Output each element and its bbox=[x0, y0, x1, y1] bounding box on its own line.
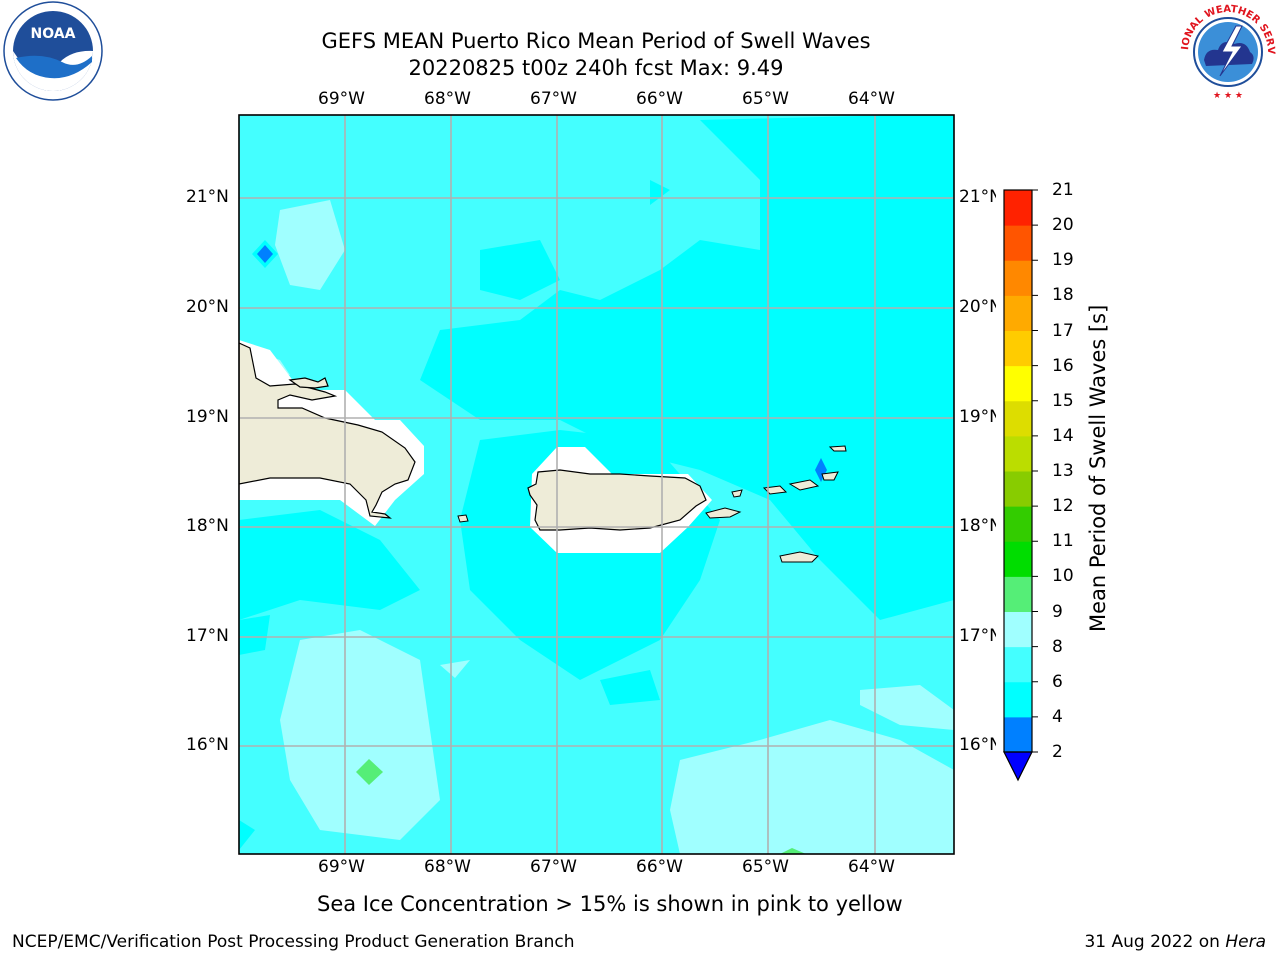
noaa-logo: NOAA bbox=[3, 1, 103, 101]
svg-text:★ ★ ★: ★ ★ ★ bbox=[1213, 91, 1243, 101]
colorbar-segment bbox=[1004, 541, 1032, 577]
colorbar-tick-label: 16 bbox=[1052, 355, 1074, 376]
colorbar-bar bbox=[996, 180, 1040, 790]
lat-tick-left: 20°N bbox=[186, 297, 229, 317]
colorbar-segment bbox=[1004, 365, 1032, 402]
footer-host: Hera bbox=[1225, 932, 1266, 952]
colorbar-tick-label: 12 bbox=[1052, 496, 1074, 517]
lat-tick-right: 17°N bbox=[959, 626, 1002, 646]
swell-period-field bbox=[239, 115, 954, 854]
colorbar-tick-label: 2 bbox=[1052, 742, 1063, 762]
lat-tick-left: 17°N bbox=[186, 626, 229, 646]
map-frame bbox=[238, 114, 955, 855]
colorbar-segment bbox=[1004, 611, 1032, 648]
lat-tick-left: 19°N bbox=[186, 407, 229, 427]
lon-tick-bottom: 66°W bbox=[636, 857, 683, 877]
footer-credit: NCEP/EMC/Verification Post Processing Pr… bbox=[12, 932, 575, 952]
lat-tick-right: 16°N bbox=[959, 735, 1002, 755]
colorbar-tick-label: 6 bbox=[1052, 671, 1063, 692]
chart-subtitle-run: 20220825 t00z 240h fcst Max: 9.49 bbox=[408, 56, 784, 80]
lon-tick-top: 64°W bbox=[848, 89, 895, 109]
colorbar-tick-label: 4 bbox=[1052, 706, 1063, 727]
lon-tick-top: 67°W bbox=[530, 89, 577, 109]
lon-tick-top: 66°W bbox=[636, 89, 683, 109]
lon-tick-bottom: 68°W bbox=[424, 857, 471, 877]
sea-ice-note: Sea Ice Concentration > 15% is shown in … bbox=[317, 892, 903, 916]
colorbar-segment bbox=[1004, 471, 1032, 507]
colorbar-tick-label: 9 bbox=[1052, 601, 1063, 622]
colorbar-segment bbox=[1004, 225, 1032, 261]
colorbar-segment bbox=[1004, 260, 1032, 296]
lon-tick-top: 68°W bbox=[424, 89, 471, 109]
lat-tick-left: 21°N bbox=[186, 187, 229, 207]
colorbar-tick-label: 19 bbox=[1052, 250, 1074, 271]
colorbar-segment bbox=[1004, 435, 1032, 472]
lon-tick-bottom: 64°W bbox=[848, 857, 895, 877]
chart-title: GEFS MEAN Puerto Rico Mean Period of Swe… bbox=[321, 29, 871, 53]
lon-tick-bottom: 69°W bbox=[318, 857, 365, 877]
lat-tick-right: 19°N bbox=[959, 407, 1002, 427]
colorbar-tick-label: 14 bbox=[1052, 425, 1074, 446]
colorbar-tick-label: 13 bbox=[1052, 461, 1074, 481]
colorbar-segment bbox=[1004, 190, 1032, 226]
lon-tick-top: 65°W bbox=[742, 89, 789, 109]
colorbar-tick-label: 21 bbox=[1052, 180, 1074, 200]
colorbar-segment bbox=[1004, 716, 1032, 753]
colorbar-tick-label: 20 bbox=[1052, 215, 1074, 236]
lat-tick-left: 16°N bbox=[186, 735, 229, 755]
lon-tick-bottom: 67°W bbox=[530, 857, 577, 877]
map-gridlines bbox=[239, 115, 954, 854]
colorbar-tick-label: 10 bbox=[1052, 566, 1074, 587]
colorbar-tick-label: 15 bbox=[1052, 390, 1074, 411]
noaa-logo-text: NOAA bbox=[31, 26, 76, 42]
nws-logo: NATIONAL WEATHER SERVICE ★ ★ ★ bbox=[1176, 0, 1278, 102]
colorbar-title: Mean Period of Swell Waves [s] bbox=[1086, 304, 1110, 632]
footer-date-text: 31 Aug 2022 on bbox=[1084, 932, 1220, 952]
footer-date: 31 Aug 2022 on Hera bbox=[1084, 932, 1266, 952]
colorbar-segment bbox=[1004, 646, 1032, 683]
colorbar-segment bbox=[1004, 400, 1032, 437]
colorbar-tick-label: 8 bbox=[1052, 636, 1063, 657]
lat-tick-right: 18°N bbox=[959, 516, 1002, 536]
lon-tick-bottom: 65°W bbox=[742, 857, 789, 877]
colorbar-segment bbox=[1004, 330, 1032, 367]
colorbar-segment bbox=[1004, 576, 1032, 612]
lat-tick-right: 20°N bbox=[959, 297, 1002, 317]
colorbar-tick-label: 18 bbox=[1052, 285, 1074, 306]
colorbar-segment bbox=[1004, 506, 1032, 542]
lon-tick-top: 69°W bbox=[318, 89, 365, 109]
colorbar-segment bbox=[1004, 295, 1032, 331]
colorbar-tick-label: 11 bbox=[1052, 531, 1074, 552]
lat-tick-right: 21°N bbox=[959, 187, 1002, 207]
colorbar-tick-label: 17 bbox=[1052, 320, 1074, 341]
lat-tick-left: 18°N bbox=[186, 516, 229, 536]
colorbar-segment bbox=[1004, 681, 1032, 718]
